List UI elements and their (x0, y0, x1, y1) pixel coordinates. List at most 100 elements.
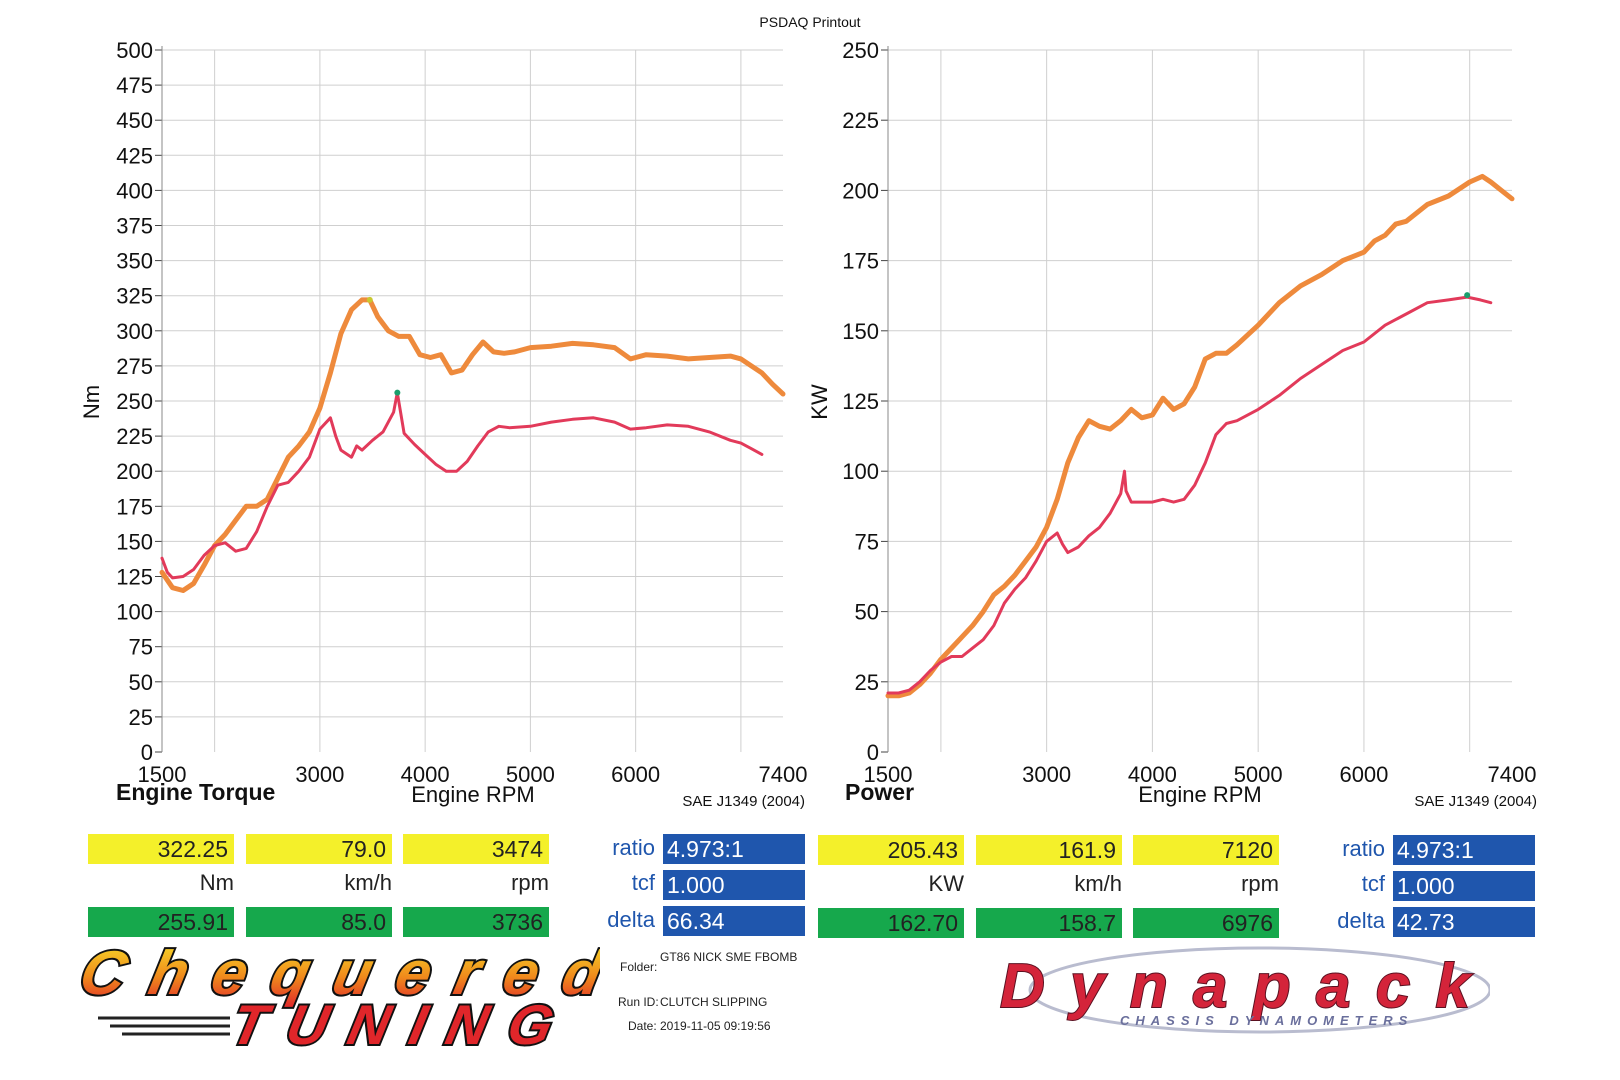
torque-ytick-label: 350 (116, 249, 153, 274)
power-ytick-label: 25 (855, 670, 879, 695)
logo-chequered-text: Chequered (80, 942, 600, 1008)
torque-ytick-label: 200 (116, 459, 153, 484)
torque-min-kmh: 85.0 (246, 907, 392, 937)
power-tcf-label: tcf (1361, 871, 1385, 896)
torque-ytick-label: 125 (116, 565, 153, 590)
power-max-kw: 205.43 (818, 835, 964, 865)
power-ytick-label: 0 (867, 740, 879, 765)
power-ytick-label: 175 (842, 249, 879, 274)
power-min-kmh: 158.7 (976, 908, 1122, 938)
power-ytick-label: 150 (842, 319, 879, 344)
run-id-label: Run ID: (618, 995, 659, 1009)
torque-peak-marker (366, 296, 373, 303)
power-min-kw: 162.70 (818, 908, 964, 938)
torque-ytick-label: 75 (129, 635, 153, 660)
torque-chart: 0 25 50 75 100 125 150 175 200 225 250 275 300 325 350… (79, 38, 808, 810)
torque-ytick-label: 500 (116, 38, 153, 63)
power-xtick-label: 4000 (1128, 762, 1177, 787)
torque-ytick-label: 250 (116, 389, 153, 414)
power-unit-kw: KW (928, 871, 964, 896)
power-ytick-label: 50 (855, 600, 879, 625)
torque-max-nm: 322.25 (88, 834, 234, 864)
power-xtick-label: 3000 (1022, 762, 1071, 787)
power-ytick-label: 125 (842, 389, 879, 414)
folder-value: GT86 NICK SME FBOMB (660, 950, 798, 964)
torque-xtick-label: 1500 (138, 762, 187, 787)
torque-tcf-label: tcf (631, 870, 655, 895)
torque-x-axis-label: Engine RPM (411, 782, 535, 807)
torque-ytick-label: 25 (129, 705, 153, 730)
logo-dynapack-text: Dynapack (1000, 952, 1474, 1021)
torque-ytick-label: 50 (129, 670, 153, 695)
power-standard-label: SAE J1349 (2004) (1414, 793, 1537, 810)
power-peak-marker (1464, 292, 1471, 299)
power-series-line (885, 173, 1515, 699)
torque-unit-kmh: km/h (344, 870, 392, 895)
run-id-value: CLUTCH SLIPPING (660, 995, 768, 1009)
torque-ytick-label: 100 (116, 600, 153, 625)
date-label: Date: (628, 1019, 657, 1033)
torque-delta-value: 66.34 (663, 906, 805, 936)
logo-dynamometers-text: CHASSIS DYNAMOMETERS (1120, 1013, 1413, 1028)
dynapack-logo: Dynapack CHASSIS DYNAMOMETERS (999, 946, 1490, 1034)
torque-unit-nm: Nm (199, 870, 234, 895)
torque-xtick-label: 7400 (759, 762, 808, 787)
torque-ytick-label: 225 (116, 424, 153, 449)
torque-unit-rpm: rpm (511, 870, 549, 895)
logo-swoosh (1028, 946, 1490, 1034)
torque-xtick-label: 6000 (611, 762, 660, 787)
power-xtick-label: 7400 (1488, 762, 1537, 787)
torque-ratio-value: 4.973:1 (663, 834, 805, 864)
torque-ytick-label: 450 (116, 108, 153, 133)
power-delta-label: delta (1337, 908, 1385, 933)
power-series-line (886, 295, 1493, 695)
power-chart: 0 25 50 75 100 125 150 175 200 225 250 1500 3000 4000… (807, 38, 1537, 810)
power-unit-kmh: km/h (1074, 871, 1122, 896)
torque-grid (155, 46, 783, 753)
power-ytick-label: 200 (842, 178, 879, 203)
torque-min-nm: 255.91 (88, 907, 234, 937)
torque-ytick-label: 325 (116, 284, 153, 309)
torque-chart-title: Engine Torque (116, 779, 275, 805)
power-ytick-label: 250 (842, 38, 879, 63)
power-x-axis-label: Engine RPM (1138, 782, 1262, 807)
power-unit-rpm: rpm (1241, 871, 1279, 896)
torque-ytick-label: 275 (116, 354, 153, 379)
power-delta-value: 42.73 (1393, 907, 1535, 937)
torque-ytick-label: 175 (116, 494, 153, 519)
torque-max-rpm: 3474 (403, 834, 549, 864)
torque-ytick-label: 150 (116, 529, 153, 554)
torque-standard-label: SAE J1349 (2004) (682, 793, 805, 810)
date-value: 2019-11-05 09:19:56 (660, 1019, 771, 1033)
torque-ytick-label: 425 (116, 143, 153, 168)
torque-min-rpm: 3736 (403, 907, 549, 937)
power-tcf-value: 1.000 (1393, 871, 1535, 901)
torque-max-kmh: 79.0 (246, 834, 392, 864)
torque-series-line (159, 297, 786, 593)
power-xtick-label: 5000 (1234, 762, 1283, 787)
power-max-rpm: 7120 (1133, 835, 1279, 865)
power-ytick-label: 225 (842, 108, 879, 133)
power-xtick-label: 6000 (1339, 762, 1388, 787)
torque-delta-label: delta (607, 907, 655, 932)
torque-xtick-label: 3000 (295, 762, 344, 787)
power-y-axis-label: KW (807, 384, 832, 420)
torque-ytick-label: 400 (116, 178, 153, 203)
torque-ytick-label: 0 (141, 740, 153, 765)
folder-label: Folder: (620, 960, 658, 974)
torque-ytick-label: 475 (116, 73, 153, 98)
power-ytick-label: 75 (855, 529, 879, 554)
torque-series-line (160, 391, 764, 580)
torque-y-axis-label: Nm (79, 385, 104, 419)
power-max-kmh: 161.9 (976, 835, 1122, 865)
power-grid (881, 46, 1512, 753)
power-xtick-label: 1500 (864, 762, 913, 787)
power-min-rpm: 6976 (1133, 908, 1279, 938)
chequered-tuning-logo: Chequered TUNING (80, 942, 600, 1047)
torque-ytick-label: 300 (116, 319, 153, 344)
torque-xtick-label: 4000 (401, 762, 450, 787)
power-ratio-label: ratio (1342, 836, 1385, 861)
torque-xtick-label: 5000 (506, 762, 555, 787)
power-ytick-label: 100 (842, 459, 879, 484)
speed-lines-icon (98, 1016, 230, 1036)
